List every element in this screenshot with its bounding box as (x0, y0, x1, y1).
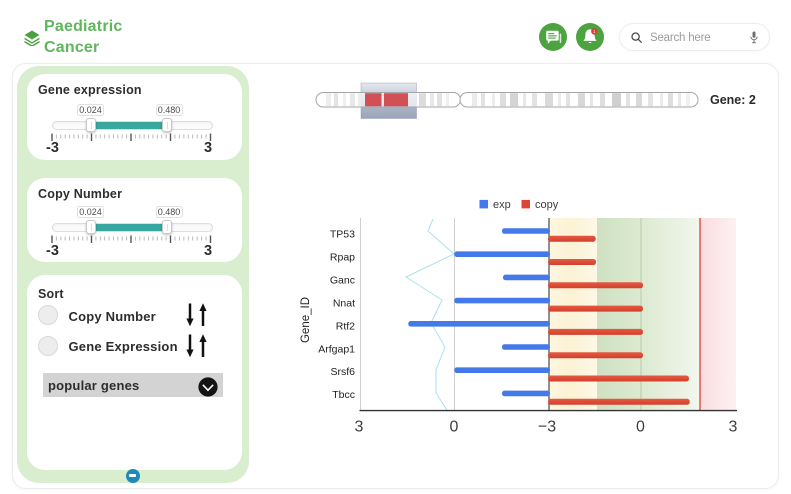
svg-text:copy: copy (535, 199, 559, 211)
svg-text:−3: −3 (538, 419, 556, 436)
svg-text:TP53: TP53 (330, 229, 355, 241)
svg-text:Arfgap1: Arfgap1 (318, 343, 355, 355)
svg-text:Rpap: Rpap (330, 252, 355, 264)
svg-text:Nnat: Nnat (333, 297, 355, 309)
svg-text:exp: exp (493, 199, 511, 211)
svg-text:Ganc: Ganc (330, 274, 355, 286)
svg-text:3: 3 (355, 419, 364, 436)
svg-text:3: 3 (729, 419, 738, 436)
svg-text:Rtf2: Rtf2 (336, 320, 355, 332)
svg-text:1: 1 (593, 29, 596, 34)
svg-text:0: 0 (636, 419, 645, 436)
svg-text:0: 0 (450, 419, 459, 436)
svg-text:Gene_ID: Gene_ID (300, 297, 312, 343)
svg-text:Srsf6: Srsf6 (330, 366, 355, 378)
svg-text:Tbcc: Tbcc (332, 389, 355, 401)
